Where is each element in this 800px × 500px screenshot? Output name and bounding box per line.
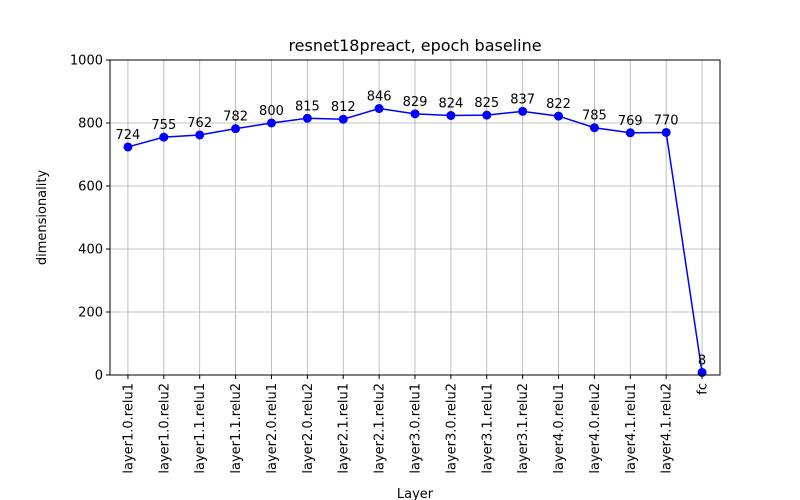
x-tick-label: layer3.1.relu2 (516, 383, 531, 474)
data-label: 825 (474, 96, 499, 111)
data-label: 8 (698, 353, 706, 368)
data-label: 762 (187, 116, 212, 131)
data-point (123, 142, 133, 152)
x-tick-label: layer4.1.relu2 (660, 383, 675, 474)
data-labels: 724 755 762 782 800 815 812 846 829 824 825 837 822 7… (116, 90, 707, 369)
data-label: 822 (546, 97, 571, 112)
data-point (625, 128, 635, 138)
x-tick-label: layer2.1.relu2 (373, 383, 388, 474)
data-label: 782 (223, 110, 248, 125)
x-axis-ticks: layer1.0.relu1 layer1.0.relu2 layer1.1.rel… (121, 375, 711, 474)
data-label: 755 (151, 118, 176, 133)
data-point (410, 109, 420, 119)
x-tick-label: layer3.1.relu1 (480, 383, 495, 474)
data-label: 785 (582, 109, 607, 124)
y-tick-label: 0 (95, 369, 103, 384)
x-tick-label: layer1.0.relu2 (157, 383, 172, 474)
y-axis-label: dimensionality (35, 170, 50, 266)
data-label: 724 (116, 128, 141, 143)
data-label: 770 (654, 113, 679, 128)
y-tick-label: 400 (78, 243, 103, 258)
y-tick-label: 800 (78, 117, 103, 132)
x-tick-label: layer2.0.relu1 (265, 383, 280, 474)
x-tick-label: layer1.1.relu2 (229, 383, 244, 474)
x-tick-label: layer1.0.relu1 (121, 383, 136, 474)
data-point (159, 132, 169, 142)
y-axis-ticks: 0 200 400 600 800 1000 (70, 54, 110, 384)
data-label: 800 (259, 104, 284, 119)
data-label: 837 (510, 92, 535, 107)
x-tick-label: layer4.1.relu1 (624, 383, 639, 474)
y-tick-label: 200 (78, 306, 103, 321)
data-point (446, 110, 456, 120)
data-point (374, 104, 384, 114)
x-tick-label: layer4.0.relu1 (552, 383, 567, 474)
data-point (231, 124, 241, 134)
x-axis-label: Layer (397, 487, 434, 500)
x-tick-label: layer4.0.relu2 (588, 383, 603, 474)
x-tick-label: layer1.1.relu1 (193, 383, 208, 474)
y-tick-label: 600 (78, 180, 103, 195)
y-tick-label: 1000 (70, 54, 103, 69)
data-label: 815 (295, 99, 320, 114)
x-tick-label: layer2.0.relu2 (301, 383, 316, 474)
data-point (518, 106, 528, 116)
data-point (589, 123, 599, 133)
data-point (661, 127, 671, 137)
data-markers (123, 104, 707, 377)
data-label: 829 (403, 95, 428, 110)
data-point (302, 113, 312, 123)
x-tick-label: layer3.0.relu1 (409, 383, 424, 474)
data-label: 812 (331, 100, 356, 115)
data-point (266, 118, 276, 128)
data-label: 824 (438, 96, 463, 111)
x-tick-label: layer3.0.relu2 (444, 383, 459, 474)
data-point (195, 130, 205, 140)
x-tick-label: fc (696, 383, 711, 395)
data-point (482, 110, 492, 120)
data-point (554, 111, 564, 121)
chart-title: resnet18preact, epoch baseline (288, 36, 541, 55)
data-label: 769 (618, 114, 643, 129)
x-tick-label: layer2.1.relu1 (337, 383, 352, 474)
data-label: 846 (367, 90, 392, 105)
data-point (338, 114, 348, 124)
